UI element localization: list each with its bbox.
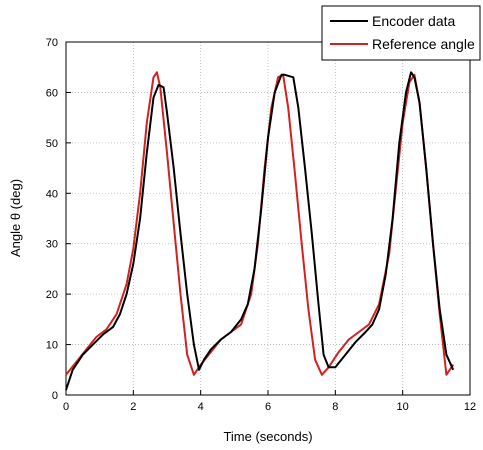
y-tick-label: 70 <box>46 37 58 49</box>
series-lines <box>65 71 455 391</box>
y-tick-label: 10 <box>46 340 58 352</box>
x-tick-label: 4 <box>198 401 204 413</box>
x-tick-label: 6 <box>265 401 271 413</box>
y-tick-label: 40 <box>46 188 58 200</box>
series-line-encoder-data <box>65 71 455 391</box>
y-tick-label: 30 <box>46 239 58 251</box>
axis-ticks: 0 2 4 6 8 10 12 0 10 20 30 40 50 60 70 <box>46 37 476 413</box>
y-tick-label: 50 <box>46 138 58 150</box>
y-tick-label: 20 <box>46 289 58 301</box>
x-tick-label: 0 <box>63 401 69 413</box>
x-tick-label: 2 <box>130 401 136 413</box>
legend-box <box>321 5 481 61</box>
y-tick-label: 0 <box>52 390 58 402</box>
x-tick-label: 8 <box>332 401 338 413</box>
x-tick-label: 12 <box>464 401 476 413</box>
x-tick-label: 10 <box>397 401 409 413</box>
legend-label-encoder: Encoder data <box>372 13 455 29</box>
legend-label-reference: Reference angle <box>372 36 475 52</box>
y-tick-label: 60 <box>46 87 58 99</box>
y-axis-title: Angle θ (deg) <box>8 179 23 257</box>
legend: Encoder data Reference angle <box>321 5 481 61</box>
grid-lines <box>66 42 470 395</box>
x-axis-title: Time (seconds) <box>223 429 312 444</box>
